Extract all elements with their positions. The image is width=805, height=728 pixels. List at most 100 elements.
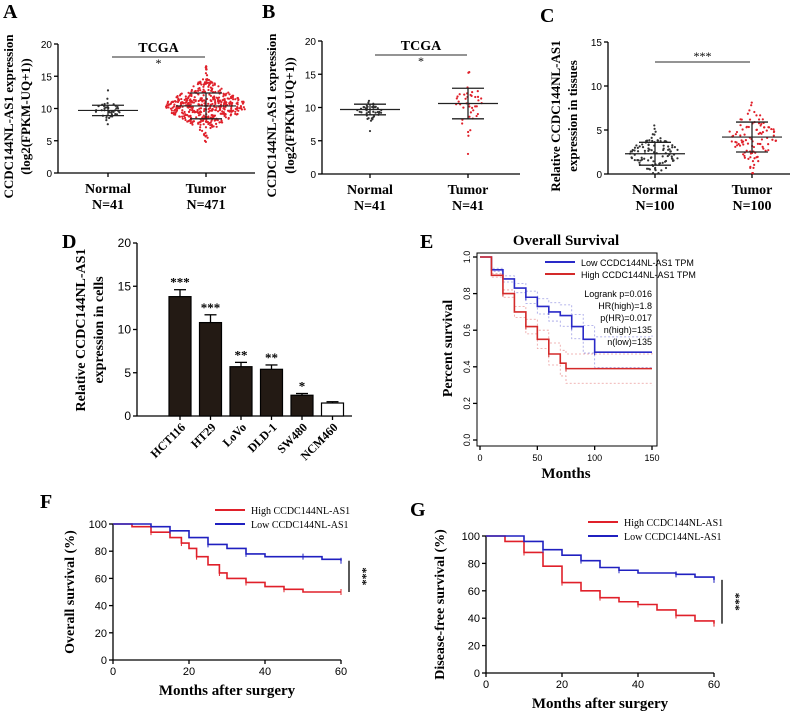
x-tick-label: 50 — [532, 453, 542, 463]
data-point — [218, 121, 221, 124]
data-point — [737, 142, 740, 146]
x-tick-label: 20 — [556, 679, 568, 691]
data-point — [671, 144, 674, 147]
chart-title: Overall Survival — [513, 233, 619, 249]
data-point — [202, 88, 205, 91]
data-point — [209, 126, 212, 130]
data-point — [768, 126, 771, 129]
data-point — [196, 89, 200, 92]
data-point — [188, 119, 191, 122]
data-point — [471, 90, 474, 94]
data-point — [206, 136, 209, 139]
data-point — [231, 101, 234, 105]
y-tick-label: 5 — [310, 137, 316, 148]
y-tick-label: 0 — [596, 170, 602, 181]
data-point — [187, 91, 190, 94]
data-point — [740, 139, 743, 142]
data-point — [739, 118, 742, 121]
data-point — [197, 93, 200, 96]
data-point — [761, 145, 764, 148]
y-tick-label: 5 — [46, 137, 52, 148]
data-point — [172, 105, 176, 108]
data-point — [106, 123, 109, 126]
data-point — [217, 85, 220, 88]
data-point — [194, 89, 197, 93]
data-point — [476, 90, 479, 93]
data-point — [189, 100, 192, 103]
data-point — [188, 108, 192, 111]
data-point — [633, 149, 636, 152]
data-point — [214, 100, 217, 104]
data-point — [214, 109, 218, 112]
data-point — [228, 93, 231, 96]
data-point — [218, 99, 222, 102]
y-tick-label: 0 — [474, 668, 480, 680]
x-tick-label: 100 — [587, 453, 602, 463]
data-point — [224, 116, 227, 119]
category-label: Tumor — [448, 183, 489, 198]
y-tick-label: 100 — [89, 519, 107, 531]
data-point — [662, 144, 665, 147]
data-point — [219, 103, 223, 106]
data-point — [664, 166, 668, 170]
significance-label: *** — [170, 275, 190, 290]
data-point — [749, 156, 752, 159]
data-point — [645, 167, 649, 170]
data-point — [203, 108, 206, 111]
data-point — [635, 144, 638, 147]
data-point — [464, 97, 467, 100]
data-point — [751, 172, 755, 175]
data-point — [744, 139, 748, 142]
data-point — [211, 125, 214, 128]
data-point — [222, 92, 225, 95]
data-point — [189, 103, 192, 106]
y-tick-label: 20 — [118, 236, 132, 250]
data-point — [176, 94, 179, 98]
data-point — [182, 112, 185, 115]
data-point — [226, 109, 230, 112]
survival-curve — [486, 535, 715, 580]
data-point — [116, 107, 120, 110]
data-point — [208, 109, 211, 112]
x-axis-label: Months after surgery — [532, 696, 669, 712]
data-point — [647, 149, 650, 152]
x-tick-label: 40 — [632, 679, 644, 691]
data-point — [108, 116, 111, 120]
data-point — [758, 142, 761, 146]
data-point — [226, 97, 229, 100]
data-point — [661, 161, 664, 164]
data-point — [770, 127, 773, 131]
data-point — [757, 160, 760, 163]
data-point — [202, 109, 206, 113]
data-point — [745, 126, 748, 129]
data-point — [201, 78, 205, 81]
data-point — [205, 65, 208, 68]
data-point — [472, 109, 475, 112]
y-tick-label: 10 — [305, 104, 317, 115]
data-point — [186, 120, 189, 123]
data-point — [210, 88, 214, 91]
data-point — [202, 94, 205, 97]
data-point — [654, 169, 657, 172]
significance-label: * — [299, 379, 306, 394]
survival-curve — [480, 256, 652, 353]
data-point — [741, 141, 744, 144]
data-point — [734, 133, 737, 136]
data-point — [767, 149, 770, 152]
data-point — [203, 81, 206, 84]
significance-label: ** — [235, 347, 248, 362]
data-point — [753, 110, 756, 114]
data-point — [199, 110, 202, 113]
data-point — [216, 110, 220, 113]
data-point — [747, 125, 750, 129]
data-point — [210, 109, 214, 112]
y-tick-label: 10 — [118, 323, 132, 337]
panel-label-g: G — [410, 499, 426, 521]
data-point — [207, 78, 211, 82]
data-point — [229, 114, 232, 117]
bar — [290, 394, 314, 417]
data-point — [214, 102, 217, 106]
data-point — [743, 154, 746, 158]
data-point — [196, 111, 199, 114]
data-point — [669, 150, 672, 153]
